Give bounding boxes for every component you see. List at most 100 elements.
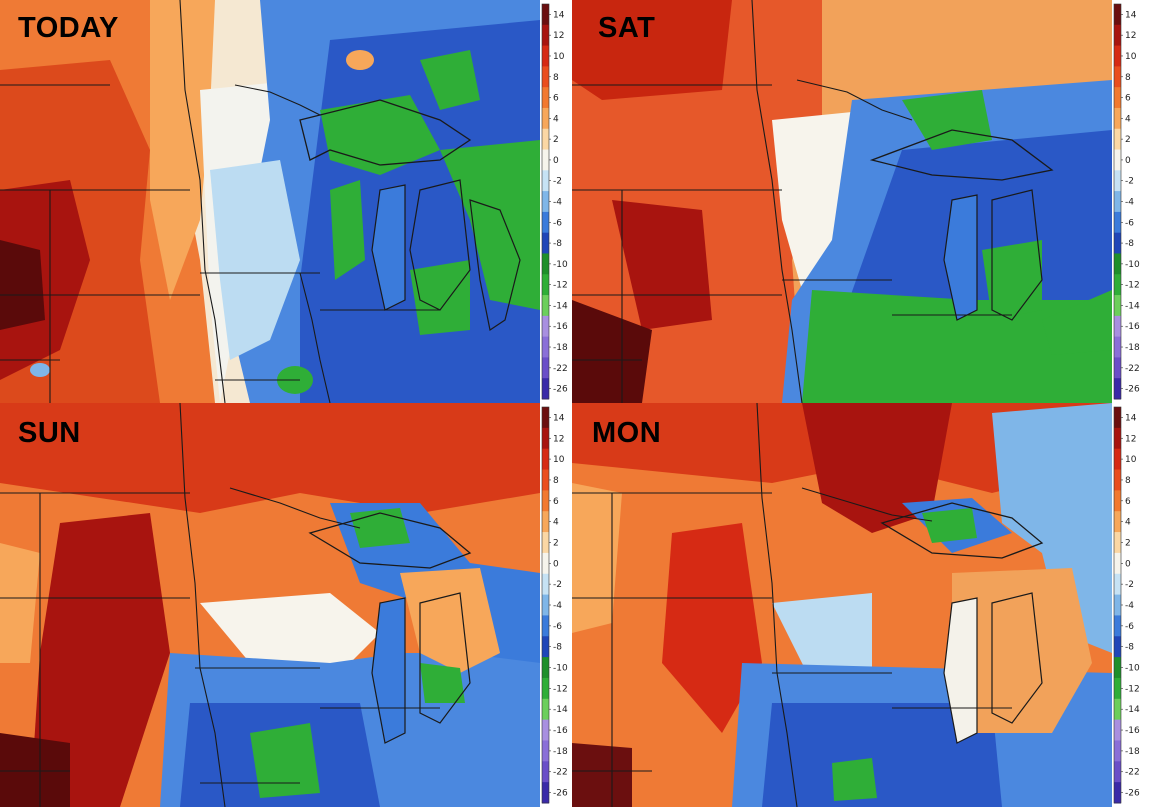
colorbar-tick-label: -4: [1125, 601, 1134, 611]
colorbar-swatch: [1114, 128, 1121, 151]
colorbar-tick-label: -22: [553, 768, 568, 778]
colorbar-tick-label: -26: [553, 789, 568, 799]
colorbar-swatch: [1114, 295, 1121, 317]
colorbar-tick-label: -18: [553, 343, 568, 353]
map-panel-sun: SUN: [0, 403, 540, 807]
colorbar-swatch: [542, 315, 549, 338]
colorbar-tick-label: -12: [553, 684, 568, 694]
colorbar-swatch: [542, 87, 549, 109]
colorbar-swatch: [1114, 740, 1121, 762]
colorbar-swatch: [1114, 274, 1121, 296]
colorbar-tick-label: 0: [1125, 559, 1131, 569]
colorbar-tick-label: 0: [553, 559, 559, 569]
colorbar-swatch: [542, 469, 549, 491]
colorbar-swatch: [1114, 615, 1121, 637]
colorbar-swatch: [1114, 191, 1121, 213]
colorbar-swatch: [542, 552, 549, 575]
panel-label-today: TODAY: [18, 12, 119, 44]
map-panel-sat: SAT: [572, 0, 1112, 403]
colorbar-tick-label: -12: [1125, 281, 1140, 291]
colorbar-tick-label: -8: [1125, 239, 1134, 249]
colorbar-swatch: [542, 295, 549, 317]
colorbar-swatch: [542, 427, 549, 450]
colorbar-tick-label: 4: [1125, 114, 1131, 124]
colorbar-tick-label: 6: [553, 94, 559, 104]
colorbar-tick-label: -26: [553, 385, 568, 395]
colorbar-tick-label: -16: [553, 322, 568, 332]
panel-label-sun: SUN: [18, 417, 81, 449]
colorbar-tick-label: 10: [553, 52, 565, 62]
colorbar-swatch: [1114, 511, 1121, 533]
colorbar-tick-label: 12: [553, 434, 564, 444]
colorbar-tick-label: -6: [553, 622, 562, 632]
colorbar-tick-label: -10: [1125, 664, 1140, 674]
colorbar-tick-label: 14: [553, 413, 565, 423]
colorbar-tick-label: -8: [553, 239, 562, 249]
colorbar-swatch: [542, 66, 549, 88]
colorbar-swatch: [542, 191, 549, 213]
colorbar-swatch: [542, 573, 549, 596]
colorbar-tick-label: 6: [1125, 497, 1131, 507]
colorbar-tick-label: -22: [1125, 768, 1140, 778]
colorbar-tick-label: -4: [553, 601, 562, 611]
colorbar-swatch: [542, 511, 549, 533]
colorbar-swatch: [1114, 378, 1121, 400]
colorbar-tick-label: 2: [553, 538, 559, 548]
colorbar-tick-label: -2: [1125, 177, 1134, 187]
colorbar-swatch: [1114, 469, 1121, 491]
colorbar-swatch: [542, 594, 549, 616]
colorbar-swatch: [542, 698, 549, 721]
colorbar-tick-label: 2: [1125, 538, 1131, 548]
colorbar-swatch: [1114, 407, 1121, 429]
colorbar-tick-label: -12: [553, 281, 568, 291]
colorbar-swatch: [1114, 253, 1121, 275]
colorbar-tick-label: 6: [553, 497, 559, 507]
colorbar-tick-label: -12: [1125, 684, 1140, 694]
colorbar-swatch: [542, 128, 549, 151]
colorbar-swatch: [1114, 107, 1121, 130]
colorbar-swatch: [542, 149, 549, 171]
colorbar-swatch: [542, 274, 549, 296]
colorbar-tick-label: -16: [553, 726, 568, 736]
colorbar-swatch: [1114, 149, 1121, 171]
colorbar-swatch: [542, 4, 549, 26]
colorbar-tick-label: 14: [1125, 413, 1137, 423]
temperature-anomaly-map-mon: [572, 403, 1112, 807]
colorbar-tick-label: -18: [553, 747, 568, 757]
colorbar-swatch: [542, 253, 549, 275]
colorbar-tick-label: -2: [553, 580, 562, 590]
temperature-anomaly-map-sun: [0, 403, 540, 807]
colorbar-tick-label: 6: [1125, 94, 1131, 104]
colorbar-tick-label: 12: [1125, 31, 1136, 41]
colorbar-swatch: [1114, 357, 1121, 379]
colorbar-tick-label: 10: [1125, 455, 1137, 465]
colorbar-swatch: [1114, 573, 1121, 596]
colorbar-tick-label: -6: [1125, 622, 1134, 632]
colorbar-tick-label: -14: [553, 301, 568, 311]
colorbar-tick-label: -8: [1125, 643, 1134, 653]
colorbar-swatch: [1114, 594, 1121, 616]
colorbar-bottom-left: 14 12 10 8 6 4 2 0 -2 -4 -6 -8 -10 -12 -14 -16 -18 -22 -26: [541, 406, 568, 804]
colorbar-swatch: [1114, 448, 1121, 471]
colorbar-tick-label: -14: [553, 705, 568, 715]
colorbar-swatch: [1114, 336, 1121, 358]
temperature-anomaly-map-sat: [572, 0, 1112, 403]
colorbar-swatch: [542, 532, 549, 554]
colorbar-swatch: [1114, 315, 1121, 338]
colorbar-tick-label: -14: [1125, 705, 1140, 715]
colorbar-tick-label: 8: [1125, 476, 1131, 486]
colorbar-tick-label: 14: [1125, 10, 1137, 20]
colorbar-swatch: [542, 378, 549, 400]
colorbar-swatch: [542, 719, 549, 741]
colorbar-swatch: [1114, 24, 1121, 47]
colorbar-tick-label: 2: [1125, 135, 1131, 145]
colorbar-tick-label: -4: [553, 198, 562, 208]
colorbar-tick-label: -16: [1125, 726, 1140, 736]
colorbar-swatch: [542, 407, 549, 429]
colorbar-swatch: [542, 448, 549, 471]
colorbar-tick-label: -16: [1125, 322, 1140, 332]
colorbar-tick-label: -2: [1125, 580, 1134, 590]
colorbar-tick-label: -22: [1125, 364, 1140, 374]
colorbar-tick-label: -18: [1125, 747, 1140, 757]
colorbar-swatch: [542, 677, 549, 700]
